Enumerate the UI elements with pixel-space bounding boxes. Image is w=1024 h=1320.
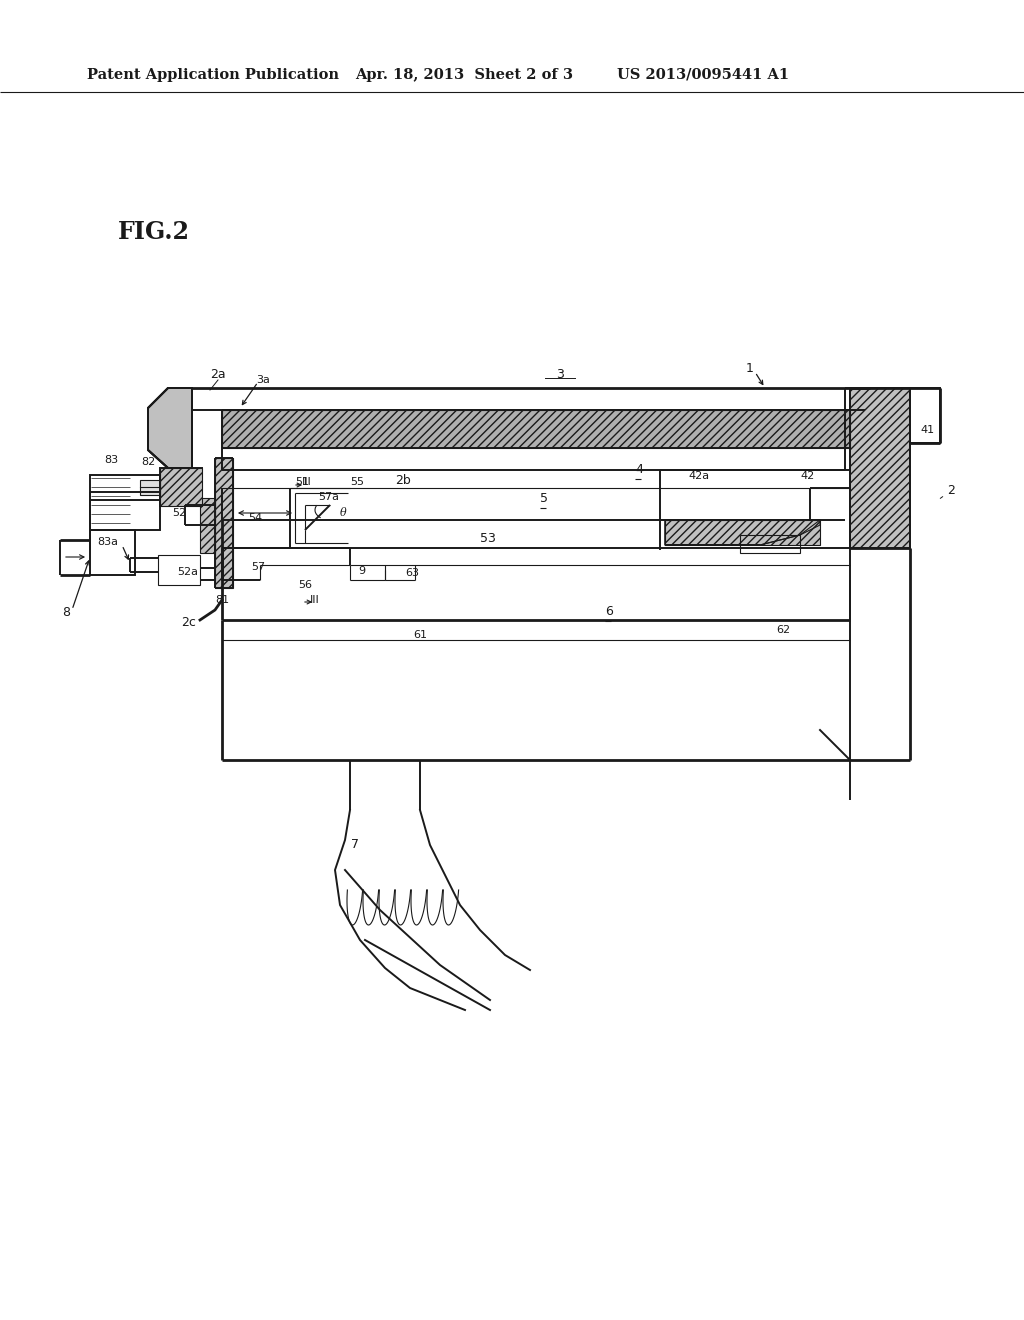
Text: 7: 7 (351, 838, 359, 851)
Text: 4: 4 (635, 463, 643, 477)
Text: 1: 1 (746, 362, 754, 375)
Bar (740, 535, 800, 553)
Text: III: III (310, 595, 319, 605)
Text: Apr. 18, 2013  Sheet 2 of 3: Apr. 18, 2013 Sheet 2 of 3 (355, 69, 573, 82)
Text: 9: 9 (358, 566, 366, 576)
Text: 3a: 3a (256, 375, 270, 385)
Bar (160, 469, 202, 506)
Text: US 2013/0095441 A1: US 2013/0095441 A1 (617, 69, 790, 82)
Text: Patent Application Publication: Patent Application Publication (87, 69, 339, 82)
Text: 61: 61 (413, 630, 427, 640)
Text: 41: 41 (920, 425, 934, 436)
Polygon shape (148, 388, 193, 469)
Bar (850, 388, 910, 548)
Text: 51: 51 (295, 477, 309, 487)
Polygon shape (665, 520, 820, 545)
Text: 62: 62 (776, 624, 790, 635)
Text: 2: 2 (947, 483, 954, 496)
Bar (158, 554, 200, 585)
Text: 52: 52 (172, 508, 186, 517)
Text: 83a: 83a (97, 537, 118, 546)
Text: 42: 42 (801, 471, 815, 480)
Bar (910, 388, 940, 444)
Text: 3: 3 (556, 368, 564, 381)
Text: 8: 8 (62, 606, 70, 619)
Bar (665, 520, 820, 545)
Text: 54: 54 (248, 513, 262, 523)
Text: 57a: 57a (318, 492, 339, 502)
Bar (160, 469, 202, 506)
Bar (215, 458, 233, 587)
Text: 42a: 42a (689, 471, 710, 480)
Text: 6: 6 (605, 605, 613, 618)
Text: 52a: 52a (177, 568, 198, 577)
Text: FIG.2: FIG.2 (118, 220, 190, 244)
Bar (222, 411, 850, 447)
Text: 81: 81 (215, 595, 229, 605)
Bar (140, 480, 160, 495)
Text: III: III (302, 477, 311, 487)
Text: θ: θ (340, 508, 347, 517)
Bar (90, 531, 135, 576)
Text: 53: 53 (480, 532, 496, 544)
Bar (90, 475, 160, 531)
Text: 63: 63 (406, 568, 419, 578)
Text: 5: 5 (540, 492, 548, 506)
Text: 56: 56 (298, 579, 312, 590)
Text: 2c: 2c (181, 615, 196, 628)
Text: 83: 83 (103, 455, 118, 465)
Text: 82: 82 (140, 457, 155, 467)
Bar (200, 498, 215, 553)
Text: 2a: 2a (210, 368, 226, 381)
Text: 57: 57 (251, 562, 265, 572)
Text: 55: 55 (350, 477, 364, 487)
Text: 2b: 2b (395, 474, 411, 487)
